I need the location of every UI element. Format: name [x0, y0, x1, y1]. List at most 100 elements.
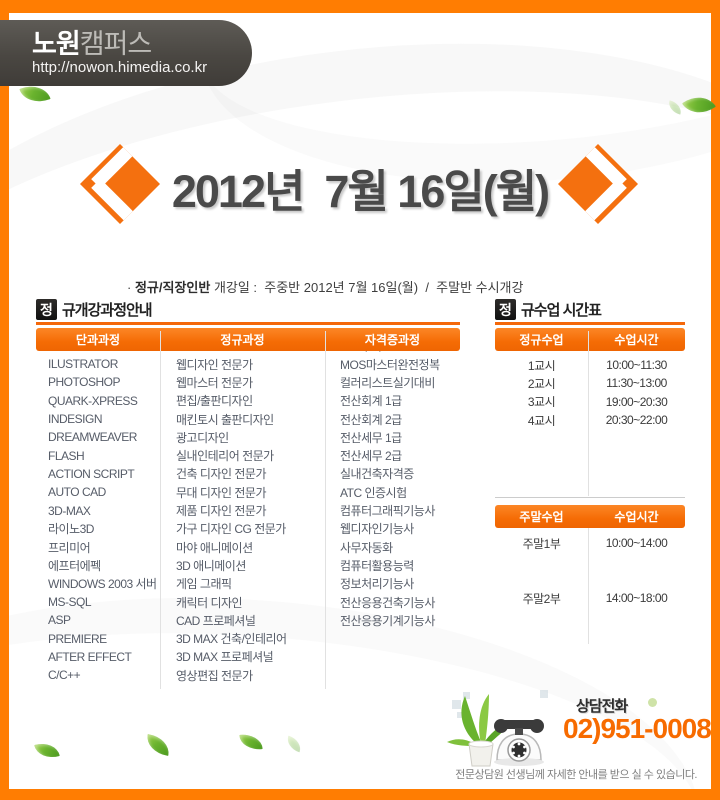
table-cell: 19:00~20:30 — [605, 394, 668, 409]
brand-url: http://nowon.himedia.co.kr — [32, 59, 208, 76]
column-header: 단과과정 — [75, 333, 121, 347]
table-row: MS-SQL 캐릭터 디자인 전산응용건축기능사 — [36, 593, 460, 611]
table-cell: C/C++ — [48, 668, 81, 683]
table-row: 3D-MAX 제품 디자인 전문가 컴퓨터그래픽기능사 — [36, 501, 460, 519]
table-cell: 캐릭터 디자인 — [176, 595, 243, 610]
table-cell: FLASH — [48, 448, 85, 463]
table-cell: 3D MAX 건축/인테리어 — [176, 632, 287, 647]
table-cell: 20:30~22:00 — [605, 413, 668, 428]
table-cell: 정보처리기능사 — [340, 577, 414, 592]
weekend-schedule-body: 주말1부 10:00~14:00 주말2부 14:00~18:00 — [495, 534, 685, 645]
table-cell: MOS마스터완전정복 — [340, 357, 440, 372]
column-header: 수업시간 — [614, 333, 659, 347]
table-row: ILUSTRATOR 웹디자인 전문가 MOS마스터완전정복 — [36, 355, 460, 373]
table-row: ASP CAD 프로페셔널 전산응용기계기능사 — [36, 611, 460, 629]
table-cell: 프리미어 — [48, 540, 91, 555]
opening-line1-bold: 정규/직장인반 — [134, 280, 211, 295]
table-cell: MS-SQL — [48, 595, 92, 609]
regular-schedule-header: 정규수업 수업시간 — [495, 328, 685, 351]
date-title: 2012년 7월 16일(월) — [171, 166, 550, 217]
table-cell: 광고디자인 — [176, 430, 229, 445]
table-cell: 전산세무 2급 — [340, 449, 402, 464]
table-cell: ILUSTRATOR — [48, 357, 118, 372]
regular-schedule-body: 1교시 10:00~11:30 2교시 11:30~13:00 3교시 19:00~20:… — [495, 356, 685, 429]
contact-label: 상담전화 — [576, 698, 628, 715]
column-divider — [325, 331, 326, 689]
table-cell: 3D-MAX — [48, 503, 91, 518]
table-cell: 1교시 — [527, 358, 556, 373]
table-cell: 제품 디자인 전문가 — [176, 504, 267, 519]
table-cell: ATC 인증시험 — [340, 485, 407, 500]
table-cell: 10:00~14:00 — [605, 536, 668, 551]
course-table-body: ILUSTRATOR 웹디자인 전문가 MOS마스터완전정복 PHOTOSHOP 웹마스… — [36, 355, 460, 684]
table-cell: 실내인테리어 전문가 — [176, 449, 274, 464]
courses-section-header: 정 규개강과정안내 — [36, 299, 153, 320]
leaf-icon — [284, 735, 304, 753]
table-cell: 전산응용기계기능사 — [340, 613, 435, 628]
table-cell: 10:00~11:30 — [606, 358, 667, 373]
table-row: FLASH 실내인테리어 전문가 전산세무 2급 — [36, 446, 460, 464]
table-cell: 무대 디자인 전문가 — [176, 485, 267, 500]
table-cell: 영상편집 전문가 — [176, 668, 253, 683]
section-badge: 정 — [495, 299, 516, 320]
table-cell: DREAMWEAVER — [48, 430, 137, 445]
leaf-icon — [239, 733, 263, 751]
column-header: 자격증과정 — [364, 333, 421, 347]
section-badge: 정 — [36, 299, 57, 320]
mosaic-decor — [457, 712, 463, 718]
brand-name-bold: 노원 — [32, 29, 81, 59]
courses-section-title: 규개강과정안내 — [62, 302, 153, 319]
table-row: INDESIGN 매킨토시 출판디자인 전산회계 2급 — [36, 410, 460, 428]
table-cell: 주말1부 — [522, 536, 561, 551]
opening-info-line1: · 정규/직장인반 개강일 : 주중반 2012년 7월 16일(월) / 주말… — [127, 278, 523, 297]
table-cell: 2교시 — [527, 376, 556, 391]
table-cell: 마야 애니메이션 — [176, 540, 253, 555]
table-row: QUARK-XPRESS 편집/출판디자인 전산회계 1급 — [36, 392, 460, 410]
table-cell: WINDOWS 2003 서버 — [48, 577, 157, 592]
table-cell: 3D MAX 프로페셔널 — [176, 650, 274, 665]
column-header: 정규수업 — [519, 333, 564, 347]
table-cell: AFTER EFFECT — [48, 649, 132, 664]
table-cell: 컴퓨터그래픽기능사 — [340, 504, 435, 519]
leaf-icon — [144, 734, 172, 756]
table-row: 프리미어 마야 애니메이션 사무자동화 — [36, 538, 460, 556]
mosaic-decor — [452, 700, 461, 709]
phone-plant-illustration-icon — [447, 694, 544, 767]
table-row: C/C++ 영상편집 전문가 — [36, 666, 460, 684]
table-row: 라이노3D 가구 디자인 CG 전문가 웹디자인기능사 — [36, 520, 460, 538]
table-cell: 컴퓨터활용능력 — [340, 558, 414, 573]
table-cell: 14:00~18:00 — [605, 591, 668, 606]
mosaic-decor — [463, 692, 470, 699]
bullet: · — [127, 280, 135, 295]
brand-name-light: 캠퍼스 — [79, 29, 153, 59]
table-cell: 3D 애니메이션 — [176, 558, 246, 573]
table-cell: 에프터에펙 — [48, 558, 101, 573]
table-cell: 편집/출판디자인 — [176, 394, 253, 409]
table-cell: 가구 디자인 CG 전문가 — [176, 522, 286, 537]
table-cell: 주말2부 — [522, 591, 561, 606]
table-cell: 게임 그래픽 — [176, 577, 232, 592]
chevron-stroke — [575, 178, 627, 224]
frame-top-bar — [0, 0, 720, 13]
mosaic-decor — [540, 690, 548, 698]
table-cell: 전산회계 1급 — [340, 394, 402, 409]
table-row: PHOTOSHOP 웹마스터 전문가 컬러리스트실기대비 — [36, 373, 460, 391]
table-row: 주말1부 10:00~14:00 — [495, 534, 685, 552]
column-header: 주말수업 — [519, 510, 564, 524]
table-row: ACTION SCRIPT 건축 디자인 전문가 실내건축자격증 — [36, 465, 460, 483]
course-table-header: 단과과정 정규과정 자격증과정 — [36, 328, 460, 351]
table-cell: ACTION SCRIPT — [48, 466, 135, 481]
table-cell: 웹마스터 전문가 — [176, 375, 253, 390]
table-row: 4교시 20:30~22:00 — [495, 411, 685, 429]
frame-bottom-bar — [0, 789, 720, 800]
table-row: DREAMWEAVER 광고디자인 전산세무 1급 — [36, 428, 460, 446]
section-rule — [36, 322, 460, 325]
table-cell: 4교시 — [527, 413, 556, 428]
column-divider — [588, 331, 589, 496]
table-cell: 매킨토시 출판디자인 — [176, 412, 274, 427]
table-cell: INDESIGN — [48, 412, 103, 427]
table-row: WINDOWS 2003 서버 게임 그래픽 정보처리기능사 — [36, 575, 460, 593]
decor-dot — [648, 698, 657, 707]
section-rule — [495, 322, 685, 325]
